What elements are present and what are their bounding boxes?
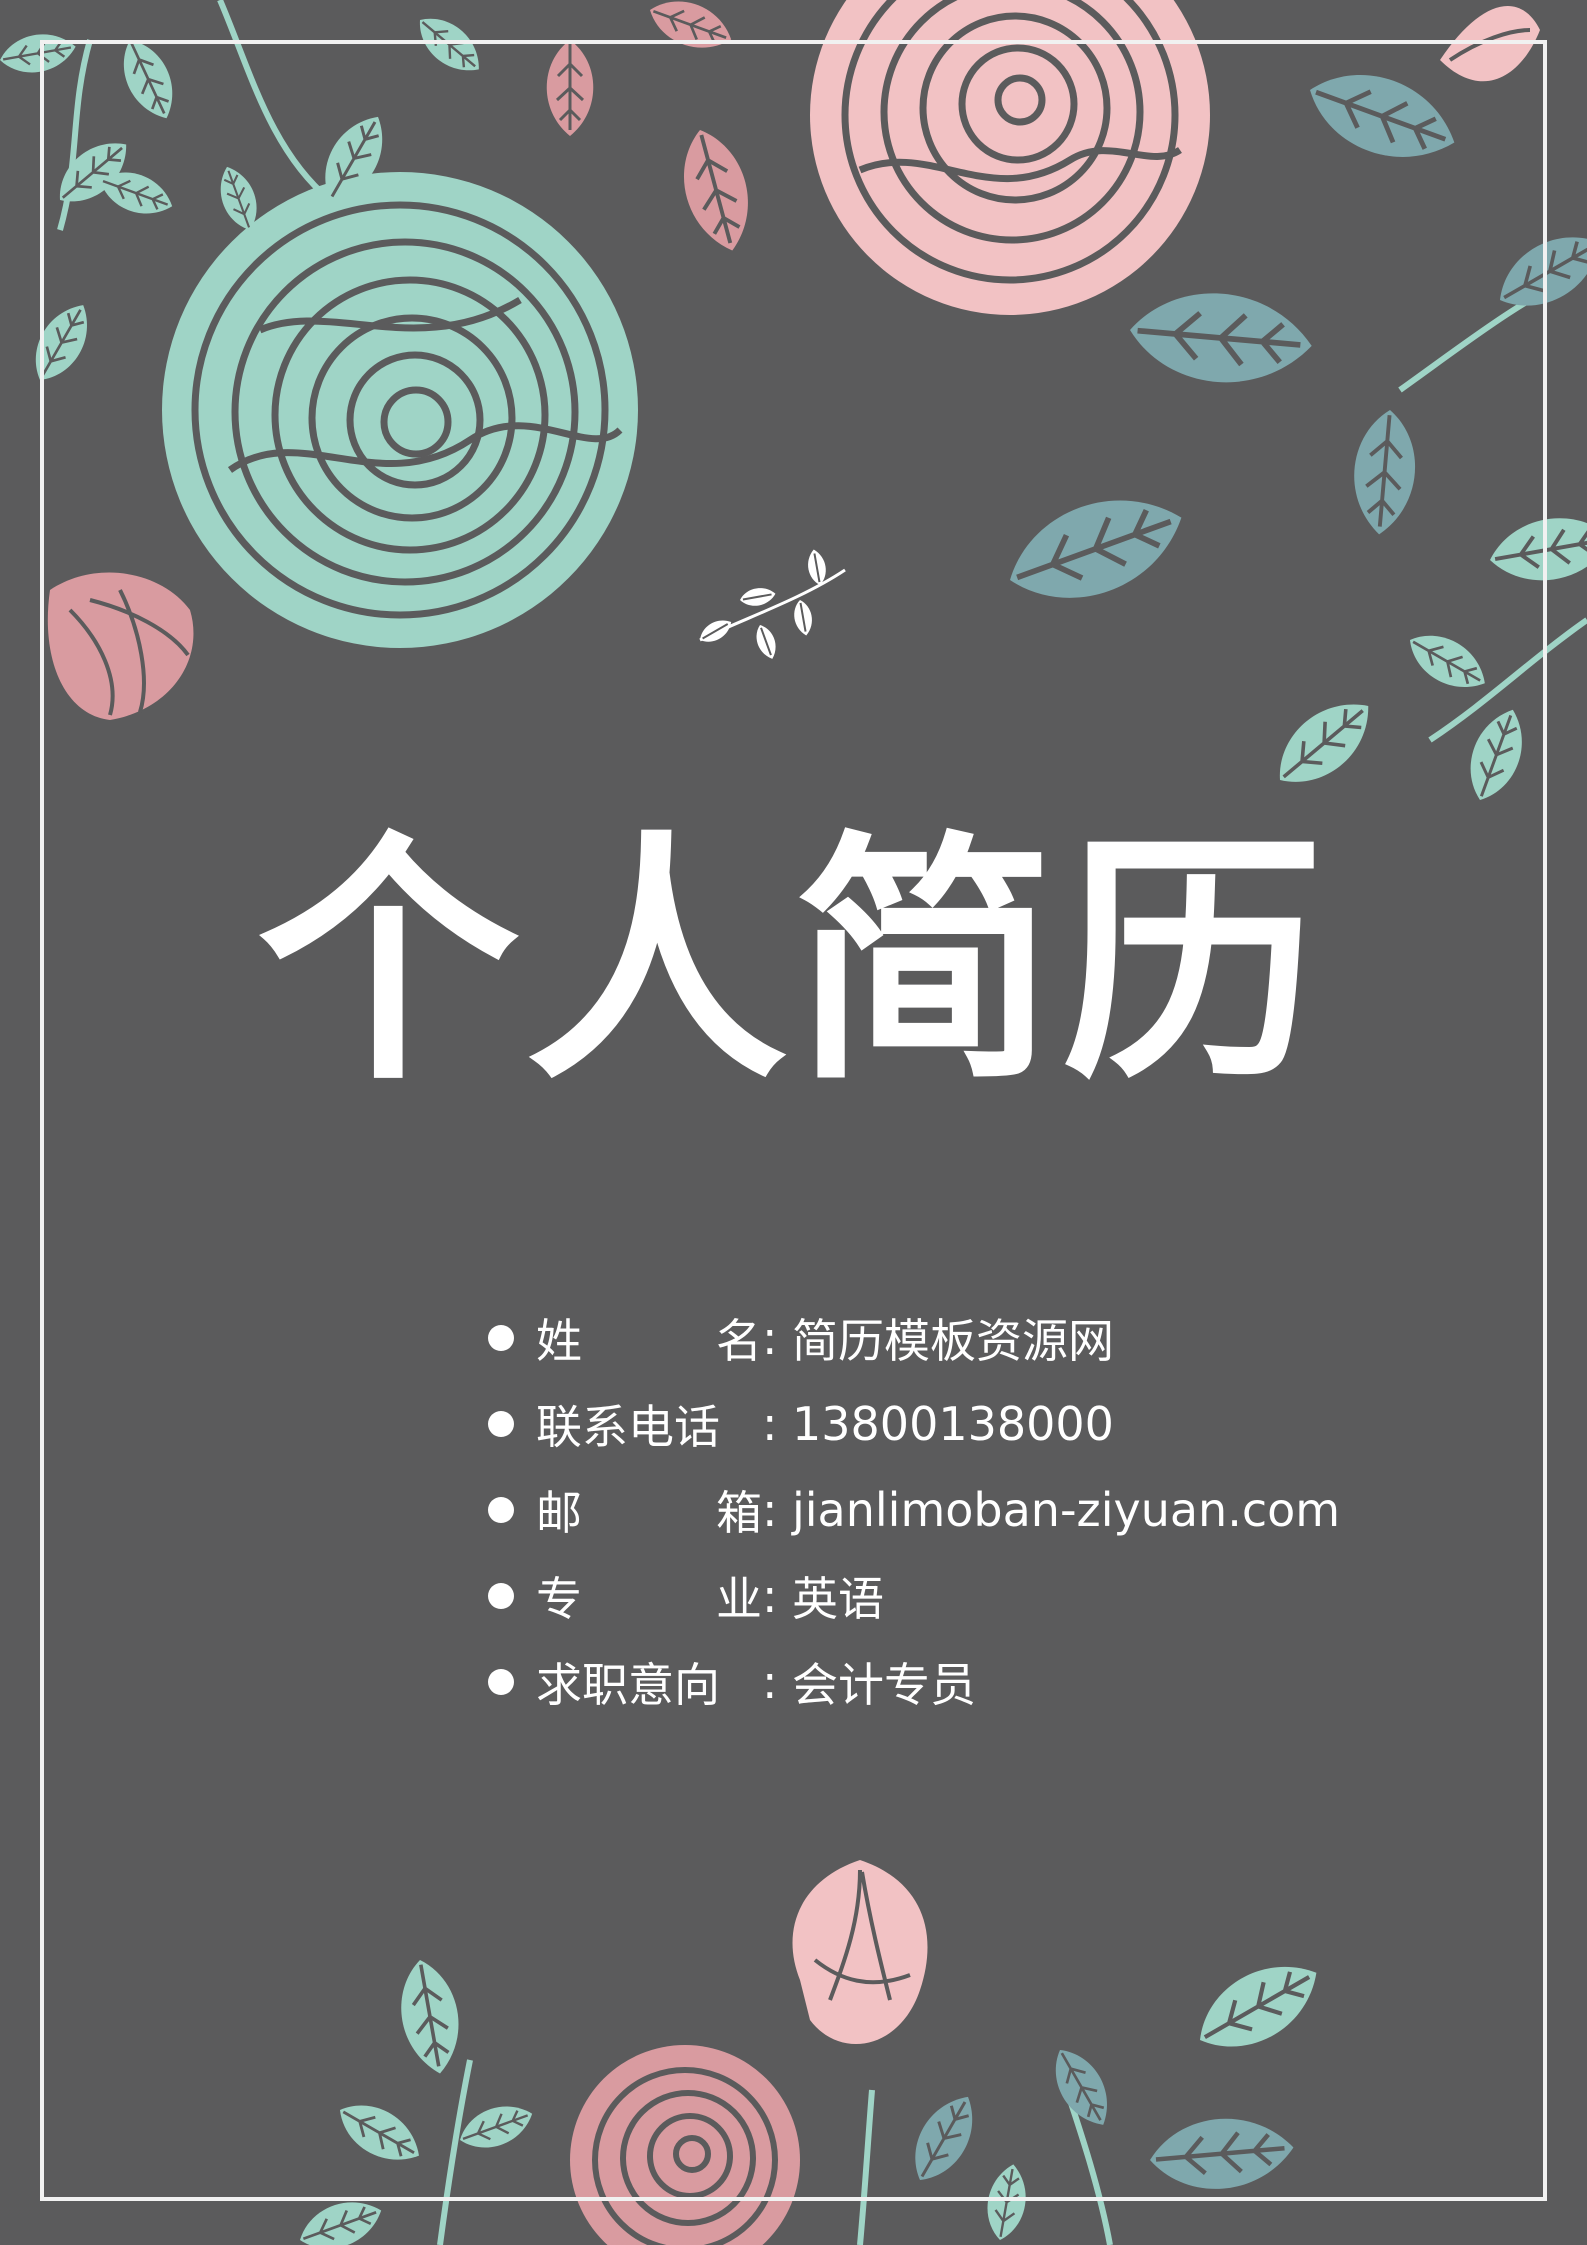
info-row-major: 专 业 : 英语 <box>488 1553 1388 1639</box>
pink-rose-bottom <box>570 2045 800 2245</box>
info-label: 求职意向 <box>536 1649 762 1715</box>
white-sprig <box>694 547 846 663</box>
info-value-objective: 会计专员 <box>792 1658 976 1712</box>
info-value-phone: 13800138000 <box>792 1397 1114 1451</box>
label-separator: : <box>762 1655 778 1709</box>
mint-rose-top-left <box>162 103 638 648</box>
contact-info-list: 姓 名 : 简历模板资源网 联系电话 : 13800138000 邮 箱 : j… <box>488 1295 1388 1725</box>
info-label: 姓 名 <box>536 1305 762 1371</box>
bullet-dot <box>488 1669 514 1695</box>
info-label: 邮 箱 <box>536 1477 762 1543</box>
bullet-dot <box>488 1583 514 1609</box>
label-separator: : <box>762 1311 778 1365</box>
resume-title: 个人简历 <box>257 807 1330 1115</box>
label-separator: : <box>762 1483 778 1537</box>
label-start: 联系电话 <box>536 1400 720 1454</box>
label-start: 邮 <box>536 1486 582 1540</box>
info-label: 专 业 <box>536 1563 762 1629</box>
bullet-dot <box>488 1497 514 1523</box>
info-row-email: 邮 箱 : jianlimoban-ziyuan.com <box>488 1467 1388 1553</box>
page-border <box>40 40 1547 2201</box>
pink-bud-bottom <box>792 1860 928 2044</box>
label-separator: : <box>762 1397 778 1451</box>
stem-lines <box>57 0 1587 2245</box>
label-separator: : <box>762 1569 778 1623</box>
bullet-dot <box>488 1411 514 1437</box>
bullet-dot <box>488 1325 514 1351</box>
info-row-objective: 求职意向 : 会计专员 <box>488 1639 1388 1725</box>
pink-bud-left <box>47 572 194 720</box>
label-end: 业 <box>716 1572 762 1626</box>
label-start: 姓 <box>536 1314 582 1368</box>
info-value-email: jianlimoban-ziyuan.com <box>792 1483 1341 1537</box>
info-label: 联系电话 <box>536 1391 762 1457</box>
label-end: 箱 <box>716 1486 762 1540</box>
info-row-phone: 联系电话 : 13800138000 <box>488 1381 1388 1467</box>
info-value-name: 简历模板资源网 <box>792 1314 1114 1368</box>
label-end: 名 <box>716 1314 762 1368</box>
pink-rose-top-right <box>810 0 1210 315</box>
info-value-major: 英语 <box>792 1572 884 1626</box>
label-start: 求职意向 <box>536 1658 720 1712</box>
label-start: 专 <box>536 1572 582 1626</box>
info-row-name: 姓 名 : 简历模板资源网 <box>488 1295 1388 1381</box>
